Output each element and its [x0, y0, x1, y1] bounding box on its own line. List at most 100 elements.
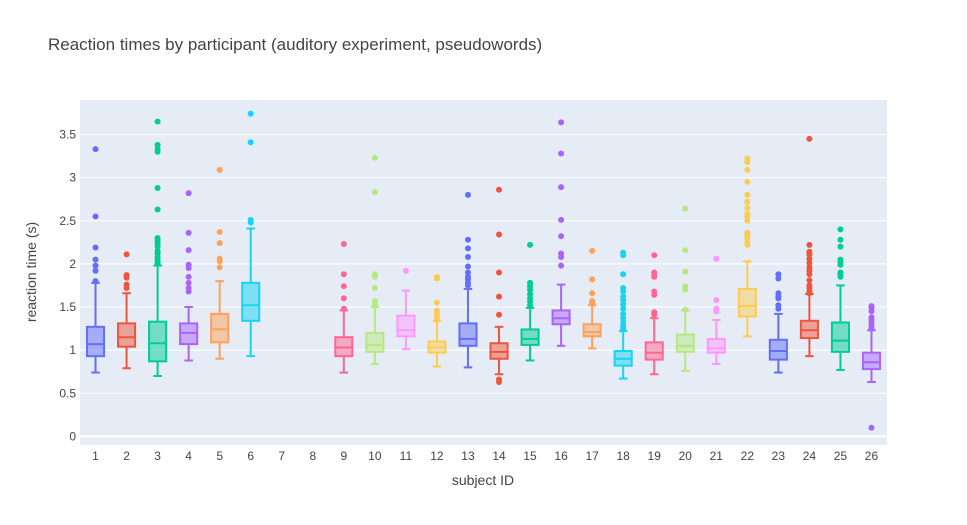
box-3 — [148, 118, 168, 377]
outlier-point — [589, 290, 596, 297]
y-tick-label: 0 — [69, 429, 76, 443]
outlier-point — [806, 271, 813, 278]
outlier-point — [651, 311, 658, 318]
outlier-point — [92, 146, 99, 153]
outlier-point — [744, 213, 751, 220]
x-tick-label: 11 — [400, 449, 413, 463]
outlier-point — [558, 262, 565, 269]
outlier-point — [620, 310, 627, 317]
outlier-point — [154, 184, 161, 191]
box-21 — [706, 255, 726, 365]
outlier-point — [558, 253, 565, 260]
outlier-point — [806, 251, 813, 258]
outlier-point — [247, 219, 254, 226]
outlier-point — [464, 263, 471, 270]
outlier-point — [651, 291, 658, 298]
x-tick-label: 19 — [648, 449, 662, 463]
outlier-point — [620, 252, 627, 259]
outlier-point — [806, 290, 813, 297]
outlier-point — [464, 253, 471, 260]
y-tick-label: 0.5 — [59, 386, 76, 400]
outlier-point — [775, 271, 782, 278]
y-tick-label: 3 — [69, 171, 76, 185]
outlier-point — [496, 311, 503, 318]
outlier-point — [806, 260, 813, 267]
outlier-point — [558, 119, 565, 126]
box-5 — [210, 166, 230, 360]
outlier-point — [558, 184, 565, 191]
x-tick-label: 6 — [247, 449, 254, 463]
iqr-box — [148, 320, 168, 363]
outlier-point — [92, 213, 99, 220]
outlier-point — [92, 278, 99, 285]
iqr-box — [737, 287, 757, 318]
outlier-point — [92, 244, 99, 251]
iqr-box — [117, 322, 137, 348]
x-tick-label: 7 — [278, 449, 285, 463]
outlier-point — [620, 315, 627, 322]
y-axis-ticks: 0 0.5 1 1.5 2 2.5 3 3.5 — [59, 128, 76, 444]
outlier-point — [775, 275, 782, 282]
box-1 — [85, 146, 106, 374]
x-tick-label: 15 — [523, 449, 537, 463]
outlier-point — [713, 255, 720, 262]
box-14 — [489, 186, 509, 386]
x-tick-label: 22 — [741, 449, 755, 463]
outlier-point — [154, 118, 161, 125]
x-tick-label: 13 — [461, 449, 475, 463]
x-axis-title: subject ID — [452, 472, 514, 488]
box-6 — [241, 110, 261, 358]
outlier-point — [247, 139, 254, 146]
box-18 — [613, 249, 633, 380]
outlier-point — [713, 297, 720, 304]
outlier-point — [744, 241, 751, 248]
outlier-point — [620, 297, 627, 304]
iqr-box — [210, 312, 230, 344]
boxes — [85, 110, 882, 431]
outlier-point — [620, 325, 627, 332]
x-tick-label: 8 — [309, 449, 316, 463]
outlier-point — [216, 228, 223, 235]
outlier-point — [402, 267, 409, 274]
box-16 — [551, 119, 571, 347]
outlier-point — [216, 264, 223, 271]
box-25 — [830, 226, 850, 371]
outlier-point — [464, 282, 471, 289]
outlier-point — [216, 258, 223, 265]
outlier-point — [527, 241, 534, 248]
outlier-point — [185, 229, 192, 236]
outlier-point — [589, 247, 596, 254]
outlier-point — [123, 274, 130, 281]
y-tick-label: 2 — [69, 257, 76, 271]
outlier-point — [496, 293, 503, 300]
outlier-point — [371, 189, 378, 196]
box-12 — [427, 273, 447, 368]
outlier-point — [837, 273, 844, 280]
box-9 — [334, 241, 354, 374]
iqr-box — [396, 314, 416, 338]
iqr-box — [520, 328, 540, 346]
outlier-point — [371, 285, 378, 292]
outlier-point — [340, 283, 347, 290]
box-10 — [365, 154, 385, 365]
outlier-point — [744, 159, 751, 166]
outlier-point — [744, 198, 751, 205]
iqr-box — [365, 331, 385, 353]
outlier-point — [464, 245, 471, 252]
outlier-point — [496, 269, 503, 276]
iqr-box — [861, 351, 882, 371]
iqr-box — [241, 281, 261, 322]
outlier-point — [92, 262, 99, 269]
outlier-point — [154, 206, 161, 213]
outlier-point — [92, 256, 99, 263]
iqr-box — [706, 337, 726, 354]
outlier-point — [837, 236, 844, 243]
x-tick-label: 9 — [340, 449, 347, 463]
outlier-point — [868, 308, 875, 315]
outlier-point — [744, 166, 751, 173]
outlier-point — [558, 216, 565, 223]
outlier-point — [154, 148, 161, 155]
outlier-point — [713, 308, 720, 315]
outlier-point — [744, 178, 751, 185]
